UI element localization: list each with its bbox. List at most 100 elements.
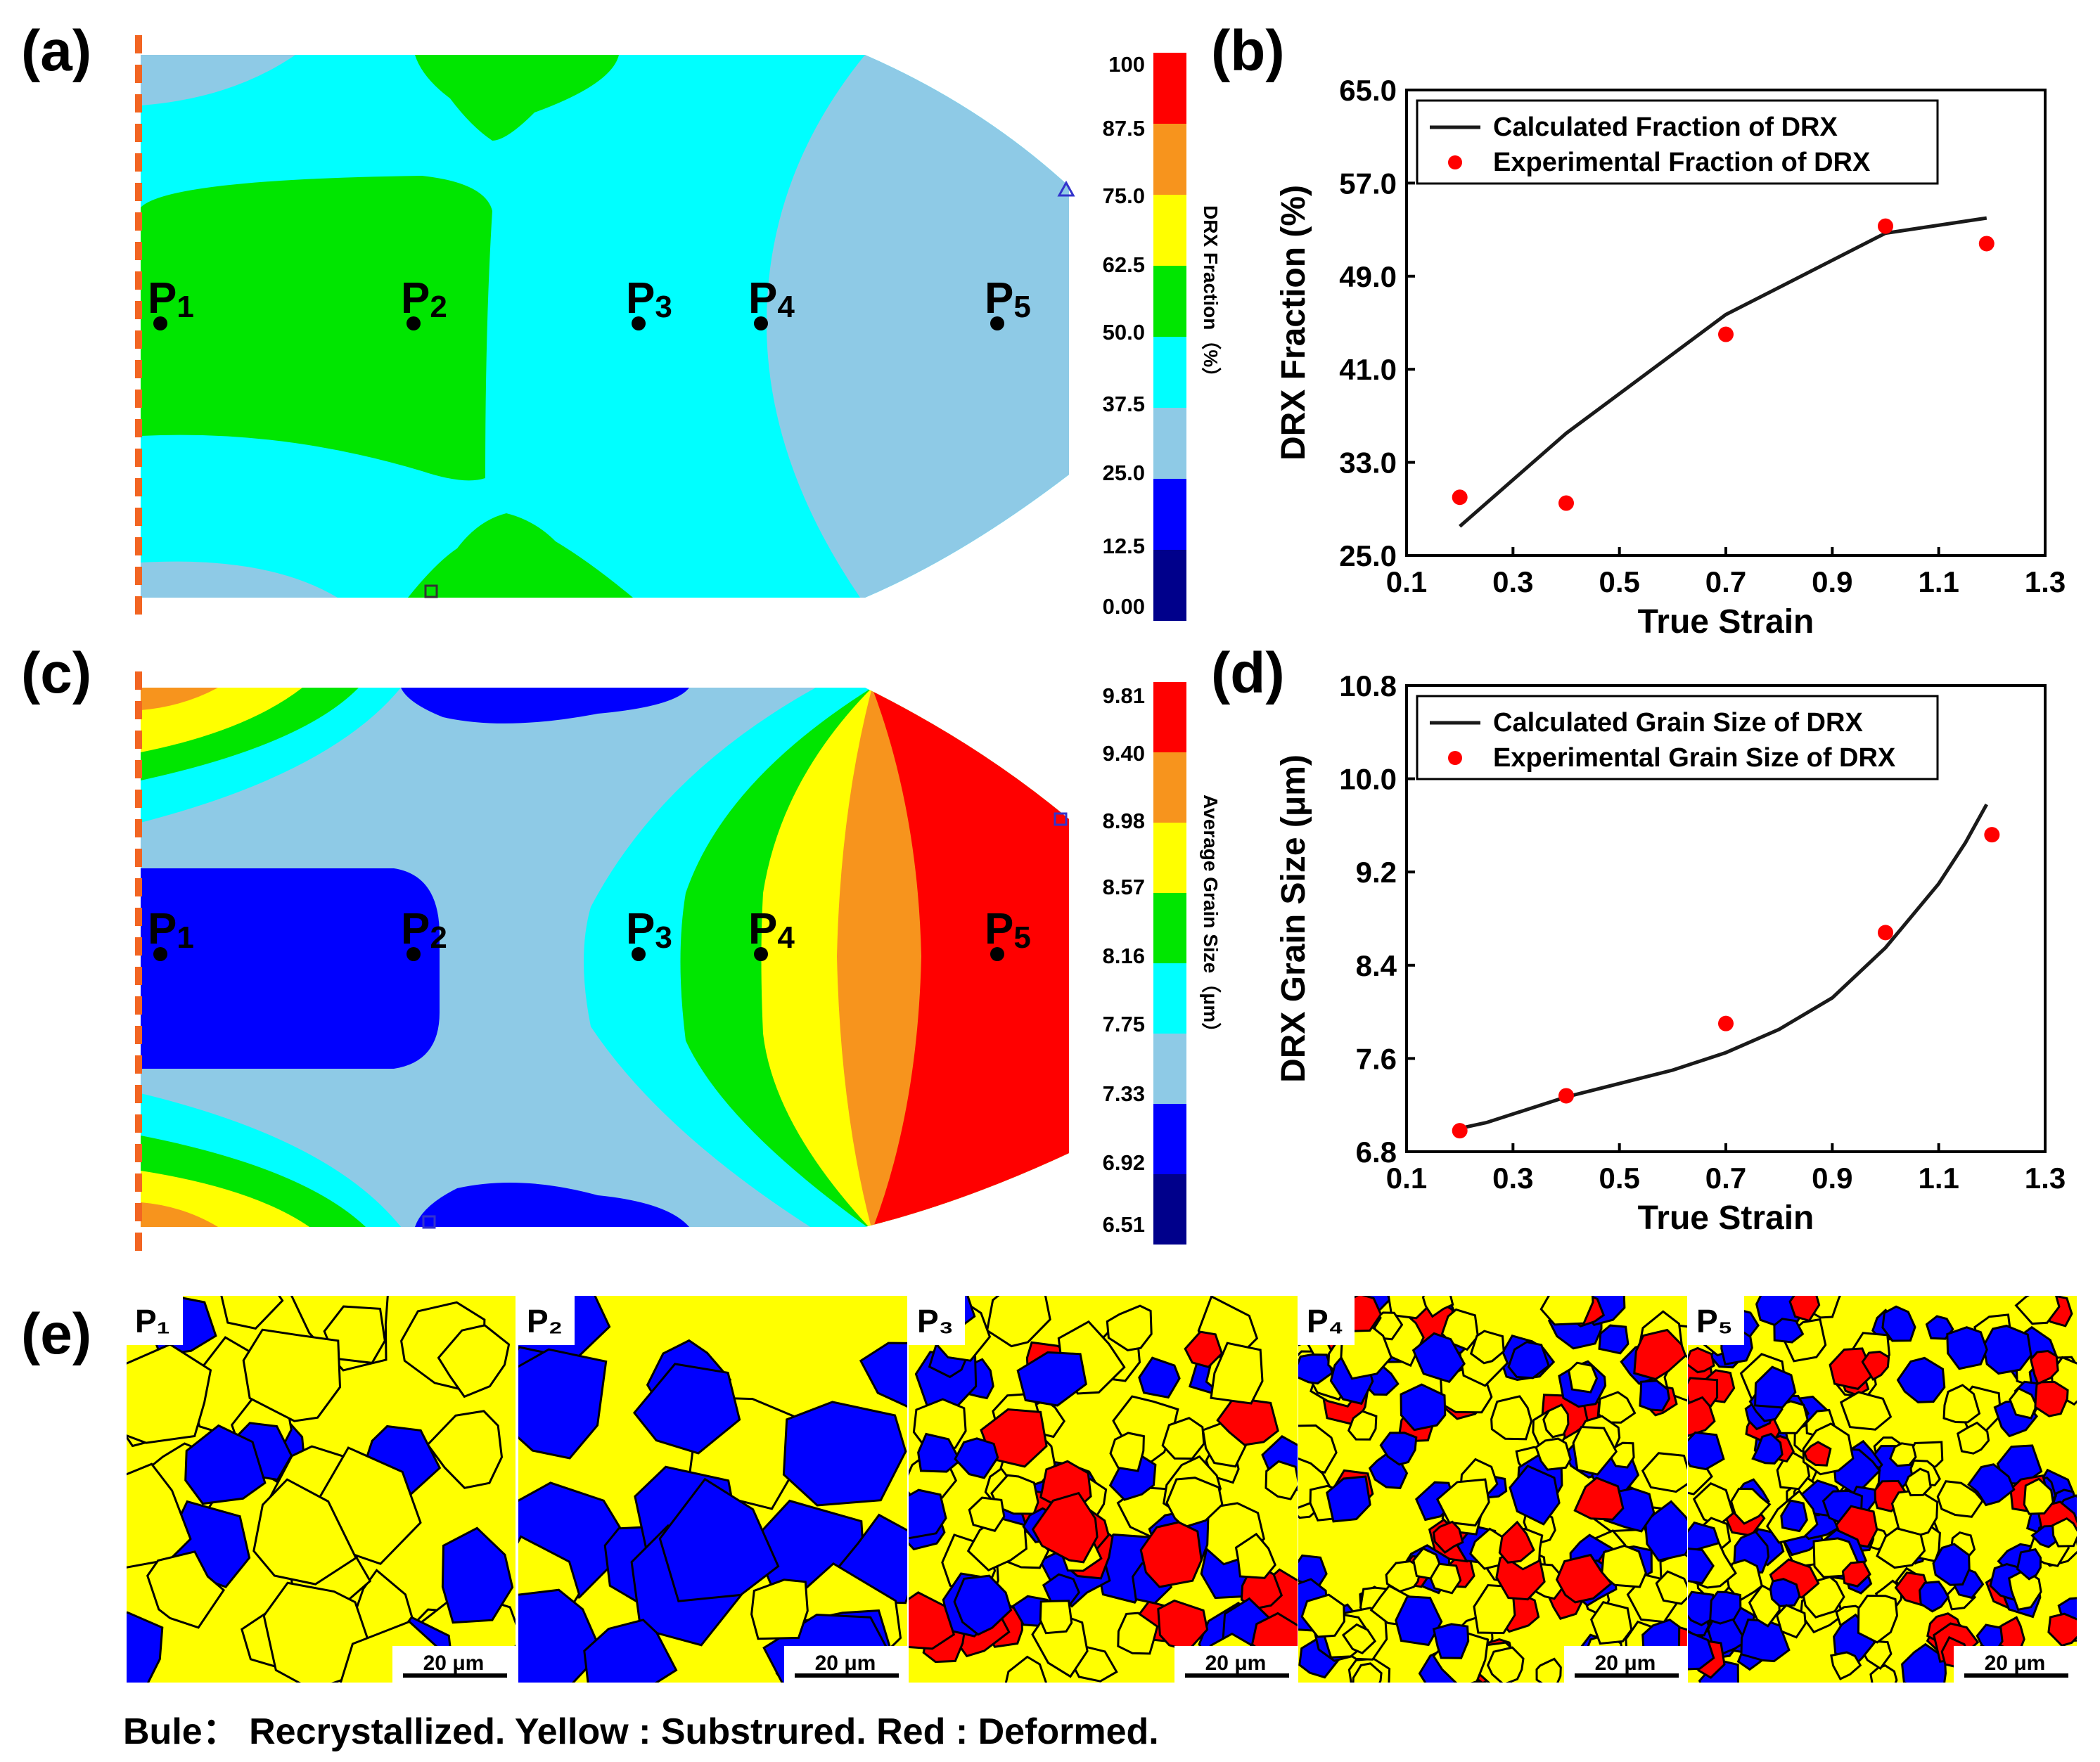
chart-drx-fraction: 0.1 0.3 0.5 0.7 0.9 1.1 1.3 25.0 33.0 41.0 49.0 57.… bbox=[1275, 74, 2066, 641]
colorbar-a-seg bbox=[1153, 266, 1186, 337]
grain bbox=[1688, 1631, 1715, 1671]
grain bbox=[1957, 1421, 1990, 1455]
micrograph-label-box bbox=[1688, 1296, 1744, 1345]
grain bbox=[1535, 1657, 1562, 1683]
grain bbox=[1161, 1417, 1205, 1460]
grain bbox=[1117, 1612, 1159, 1655]
micrograph-label: P₅ bbox=[1696, 1303, 1733, 1339]
point-dot bbox=[153, 316, 167, 330]
grain bbox=[782, 1401, 907, 1507]
micrograph-label-box bbox=[909, 1296, 965, 1345]
grain bbox=[1498, 1520, 1535, 1564]
x-tick-label: 0.1 bbox=[1386, 565, 1427, 598]
colorbar-c-title: Average Grain Size（μm） bbox=[1200, 795, 1222, 1042]
grain bbox=[1889, 1442, 1917, 1467]
legend-box bbox=[1416, 695, 1939, 780]
x-tick-label: 0.7 bbox=[1705, 1162, 1746, 1195]
grain bbox=[2016, 1548, 2042, 1581]
point-dot bbox=[754, 316, 768, 330]
scale-bar-label: 20 μm bbox=[423, 1652, 485, 1675]
colorbar-c-seg bbox=[1153, 823, 1186, 893]
x-tick-label: 1.3 bbox=[2025, 1162, 2066, 1195]
grain bbox=[1138, 1356, 1181, 1399]
grain bbox=[2051, 1517, 2077, 1548]
region-blue-top bbox=[401, 688, 689, 724]
colorbar-c-tick: 9.40 bbox=[1103, 741, 1145, 766]
data-point-experimental bbox=[1718, 1015, 1734, 1031]
region-green-bottom bbox=[408, 513, 633, 598]
grain bbox=[1597, 1391, 1637, 1424]
grain bbox=[1780, 1499, 1808, 1533]
colorbar-a-seg bbox=[1153, 479, 1186, 550]
node-marker-a bbox=[1057, 180, 1075, 197]
grain bbox=[1490, 1395, 1532, 1441]
colorbar-a-title: DRX Fraction（%） bbox=[1200, 205, 1222, 387]
grain bbox=[2014, 1296, 2061, 1325]
x-tick-label: 0.5 bbox=[1599, 1162, 1639, 1195]
grain bbox=[518, 1348, 608, 1460]
colorbar-a-seg bbox=[1153, 550, 1186, 621]
panel-label-a: (a) bbox=[21, 19, 91, 83]
colorbar-a-tick: 87.5 bbox=[1103, 116, 1145, 141]
grain bbox=[1876, 1527, 1926, 1569]
y-tick-label: 49.0 bbox=[1339, 260, 1397, 293]
grain bbox=[1803, 1441, 1832, 1467]
point-dot bbox=[632, 947, 646, 961]
grain bbox=[2023, 1477, 2054, 1515]
legend-label: Experimental Fraction of DRX bbox=[1493, 148, 1871, 177]
point-label: P1 bbox=[148, 905, 194, 955]
point-dot bbox=[754, 947, 768, 961]
colorbar-c-seg bbox=[1153, 682, 1186, 752]
colorbar-a-tick: 62.5 bbox=[1103, 252, 1145, 277]
colorbar-a-tick: 75.0 bbox=[1103, 184, 1145, 208]
legend-box bbox=[1416, 99, 1939, 185]
x-tick-label: 0.3 bbox=[1492, 565, 1533, 598]
region-green-top bbox=[415, 55, 619, 141]
panel-label-b: (b) bbox=[1211, 19, 1285, 83]
grain bbox=[242, 1328, 342, 1422]
grain bbox=[1925, 1315, 1954, 1340]
legend-marker-swatch bbox=[1448, 155, 1462, 169]
y-tick-label: 10.8 bbox=[1339, 669, 1397, 702]
point-markers: P1 P2 P3 P4 P5 P1 P2 P3 P4 P5 bbox=[148, 274, 1031, 961]
colorbar-c-seg bbox=[1153, 1174, 1186, 1245]
grain bbox=[1773, 1318, 1805, 1344]
colorbar-a-tick: 50.0 bbox=[1103, 320, 1145, 345]
grain bbox=[2009, 1387, 2038, 1420]
colorbar-a-tick: 100 bbox=[1108, 52, 1145, 77]
micrograph-label-box bbox=[518, 1296, 575, 1345]
grain bbox=[1633, 1328, 1687, 1381]
grain bbox=[1112, 1395, 1179, 1467]
grain bbox=[1688, 1431, 1725, 1471]
scale-bar-label: 20 μm bbox=[815, 1652, 876, 1675]
grain bbox=[1967, 1463, 2016, 1507]
grain bbox=[1216, 1394, 1279, 1446]
grain bbox=[583, 1619, 678, 1683]
micrograph-label: P₁ bbox=[135, 1303, 170, 1339]
grain bbox=[1165, 1477, 1224, 1529]
region-red-right bbox=[872, 688, 1069, 1227]
series-line-calculated bbox=[1459, 216, 1987, 528]
region-lightblue-bottom bbox=[141, 561, 338, 598]
colorbar-a-seg bbox=[1153, 53, 1186, 124]
colorbar-c-tick: 9.81 bbox=[1103, 683, 1145, 708]
grain bbox=[1568, 1361, 1599, 1394]
grain bbox=[990, 1474, 1039, 1515]
y-tick-label: 10.0 bbox=[1339, 763, 1397, 796]
grain bbox=[1542, 1403, 1570, 1439]
grain bbox=[184, 1424, 267, 1505]
grain bbox=[909, 1488, 947, 1540]
grain bbox=[1601, 1544, 1647, 1588]
grain bbox=[1869, 1664, 1898, 1683]
legend-label: Calculated Fraction of DRX bbox=[1493, 112, 1838, 142]
x-axis-label: True Strain bbox=[1638, 603, 1814, 641]
x-tick-label: 0.9 bbox=[1812, 565, 1852, 598]
data-point-experimental bbox=[1558, 1088, 1574, 1104]
grain bbox=[1395, 1595, 1443, 1647]
grain bbox=[954, 1437, 999, 1479]
x-tick-label: 0.5 bbox=[1599, 565, 1639, 598]
colorbar-a-seg bbox=[1153, 124, 1186, 195]
colorbar-c-tick: 8.98 bbox=[1103, 809, 1145, 833]
micrograph-4 bbox=[1298, 1296, 1687, 1683]
colorbar-c-seg bbox=[1153, 752, 1186, 823]
